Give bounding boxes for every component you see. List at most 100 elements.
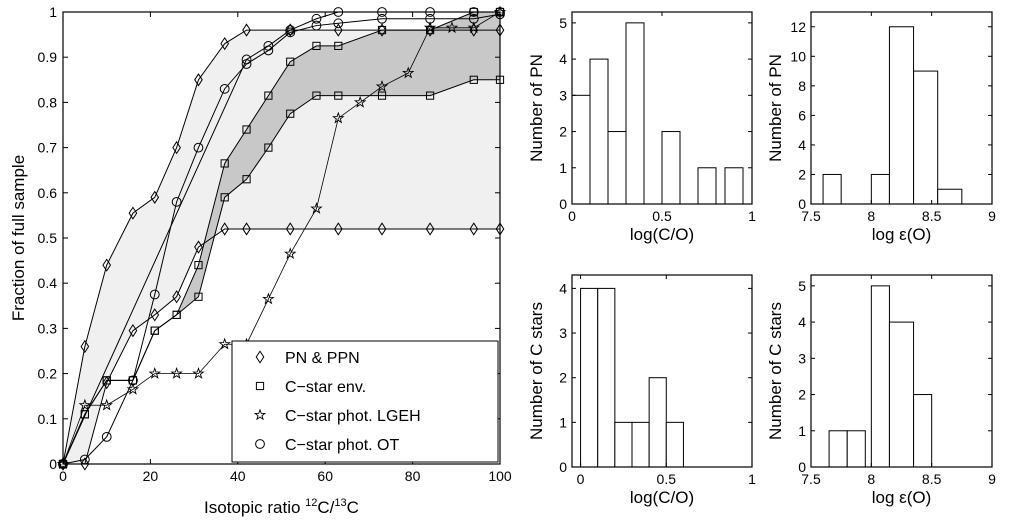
histogram-1: 0 0.5 1 0 1 2 3 4 5 log(C/O) Number of PN: [527, 11, 756, 244]
y-tick-label: 0.4: [38, 275, 58, 291]
y-tick-label: 12: [790, 19, 806, 35]
x-tick-label: 20: [143, 468, 159, 484]
y-tick-label: 6: [798, 107, 806, 123]
diamond-marker: [194, 73, 203, 87]
histogram-bar: [589, 58, 609, 205]
diamond-marker: [128, 323, 138, 338]
star-marker: [100, 398, 113, 411]
legend-label: C−star phot. OT: [285, 437, 399, 454]
diamond-marker: [333, 23, 343, 37]
x-tick-label: 9: [988, 471, 996, 487]
star-marker: [332, 111, 345, 124]
y-tick-label: 8: [798, 78, 806, 94]
histogram-bar: [870, 173, 890, 205]
histogram-bar: [665, 421, 684, 468]
diamond-marker: [172, 140, 181, 155]
circle-marker: [171, 196, 182, 207]
x-axis-label: log ε(O): [872, 488, 932, 507]
x-axis-label-sup: 13: [334, 497, 346, 509]
y-tick-label: 0: [798, 196, 806, 212]
square-marker: [194, 292, 203, 301]
square-marker: [312, 91, 321, 100]
star-marker: [445, 21, 459, 34]
series-line: [62, 79, 500, 465]
diamond-marker: [128, 206, 138, 220]
x-tick-label: 0: [59, 468, 67, 484]
y-tick-label: 1: [798, 423, 806, 439]
circle-marker: [128, 375, 138, 386]
shaded-band-0: [63, 30, 500, 465]
plot-frame: [810, 274, 993, 468]
histogram-3: 0 0.5 1 0 1 2 3 4 log(C/O) Number of C stars: [527, 274, 756, 507]
star-marker: [218, 337, 231, 350]
diamond-marker: [242, 23, 251, 37]
x-axis-label-text: C/: [317, 498, 334, 517]
y-tick-label: 1: [49, 4, 57, 20]
histogram-bar: [648, 377, 667, 468]
star-marker: [423, 21, 437, 34]
square-marker: [172, 310, 181, 319]
circle-marker: [468, 13, 479, 24]
plot-frame: [571, 274, 753, 468]
histogram-bar: [571, 94, 591, 205]
star-marker: [148, 367, 162, 379]
y-tick-label: 0: [49, 456, 57, 472]
star-marker: [310, 202, 323, 214]
histogram-bar: [580, 287, 599, 468]
x-tick-label: 1: [748, 208, 756, 224]
y-axis-label: Number of C stars: [527, 302, 546, 440]
circle-marker: [311, 20, 322, 31]
diamond-marker: [172, 290, 181, 304]
histogram-bar: [631, 421, 650, 468]
x-axis-label: log(C/O): [630, 225, 694, 244]
diamond-marker: [102, 258, 112, 272]
square-marker: [334, 91, 343, 100]
histogram-bar: [888, 26, 915, 205]
legend-label: C−star env.: [285, 379, 366, 396]
circle-marker: [425, 13, 435, 24]
y-tick-label: 0.8: [38, 94, 58, 110]
y-axis-label: Number of PN: [766, 54, 785, 162]
x-tick-label: 0: [568, 208, 576, 224]
y-tick-label: 0: [798, 459, 806, 475]
y-tick-label: 10: [790, 48, 806, 64]
diamond-marker: [425, 222, 435, 236]
x-tick-label: 100: [488, 468, 512, 484]
x-tick-label: 7.5: [801, 208, 821, 224]
star-marker: [467, 21, 481, 34]
y-tick-label: 3: [559, 87, 567, 103]
star-marker: [170, 367, 183, 379]
histogram-2: 7.5 8 8.5 9 0 2 4 6 8 10 12 log ε(O) Number of PN: [766, 11, 996, 244]
diamond-marker: [150, 190, 160, 204]
square-marker: [377, 91, 387, 100]
histogram-bar: [888, 321, 915, 468]
square-marker: [220, 193, 229, 202]
square-marker: [220, 159, 229, 168]
circle-marker: [333, 18, 344, 29]
star-marker: [284, 247, 297, 260]
legend-label: C−star phot. LGEH: [285, 408, 421, 425]
y-tick-label: 3: [559, 325, 567, 341]
square-marker: [242, 175, 251, 184]
histogram-bar: [625, 22, 645, 205]
square-marker: [425, 91, 435, 100]
y-tick-label: 2: [559, 370, 567, 386]
legend-diamond-icon: [255, 350, 265, 364]
diamond-marker: [333, 222, 343, 236]
diamond-marker: [150, 308, 160, 322]
x-tick-label: 0.5: [652, 208, 672, 224]
diamond-marker: [285, 222, 295, 236]
y-axis-label: Number of C stars: [766, 302, 785, 440]
circle-marker: [149, 289, 160, 300]
y-tick-label: 4: [798, 137, 806, 153]
x-tick-label: 60: [317, 468, 333, 484]
y-tick-label: 0: [559, 196, 567, 212]
x-axis-label-sup: 12: [305, 497, 317, 509]
x-tick-label: 8.5: [922, 471, 942, 487]
y-tick-label: 2: [798, 387, 806, 403]
circle-marker: [241, 54, 252, 65]
square-marker: [377, 25, 387, 35]
histogram-bar: [870, 285, 890, 468]
